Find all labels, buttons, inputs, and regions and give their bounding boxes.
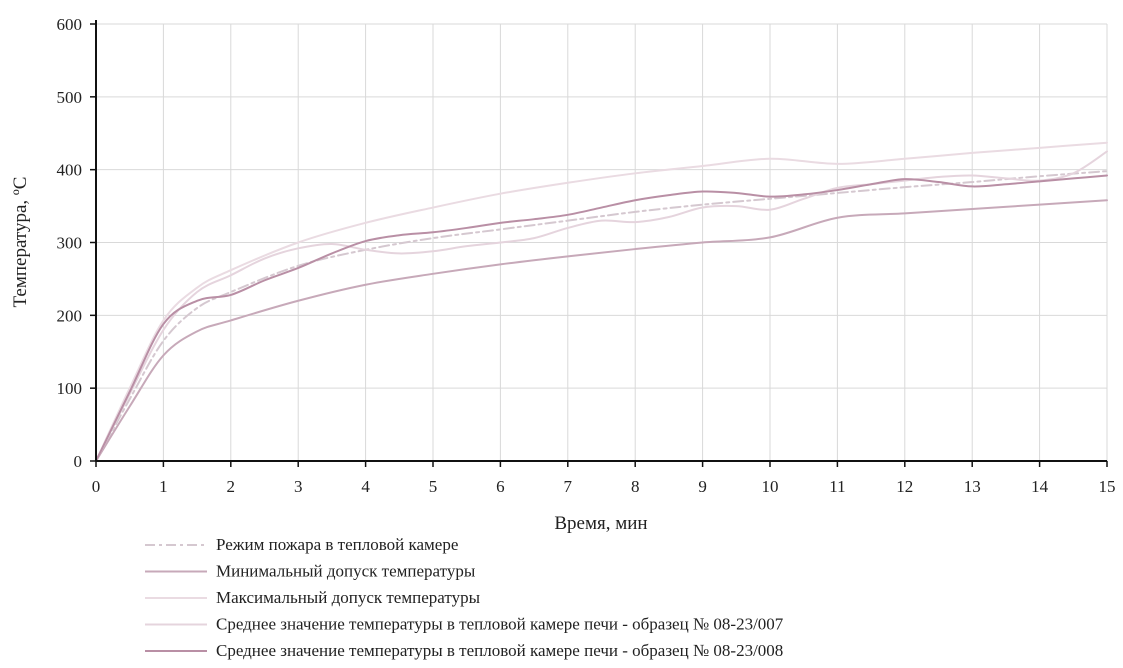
series-lines xyxy=(95,141,1108,462)
y-tick-labels: 0 100 200 300 400 500 600 xyxy=(57,15,96,471)
x-tick-label-11: 11 xyxy=(829,477,845,496)
x-tick-label-12: 12 xyxy=(896,477,913,496)
x-tick-label-5: 5 xyxy=(429,477,438,496)
x-tick-label-6: 6 xyxy=(496,477,505,496)
legend-label-3: Максимальный допуск температуры xyxy=(216,588,481,607)
legend: Режим пожара в тепловой камере Минимальны… xyxy=(145,535,784,660)
x-tick-label-13: 13 xyxy=(964,477,981,496)
x-tick-label-9: 9 xyxy=(698,477,707,496)
series-line-1 xyxy=(95,170,1108,462)
series-line-2 xyxy=(95,199,1108,462)
legend-label-4: Среднее значение температуры в тепловой … xyxy=(216,615,784,634)
x-tick-label-1: 1 xyxy=(159,477,168,496)
y-tick-label-1: 100 xyxy=(57,379,83,398)
y-tick-label-0: 0 xyxy=(74,452,83,471)
axes xyxy=(95,20,1107,462)
legend-label-1: Режим пожара в тепловой камере xyxy=(216,535,458,554)
x-tick-label-14: 14 xyxy=(1031,477,1049,496)
x-tick-label-7: 7 xyxy=(564,477,573,496)
y-axis-title: Температура, ºС xyxy=(10,177,31,308)
x-axis-title: Время, мин xyxy=(554,513,647,534)
y-tick-label-6: 600 xyxy=(57,15,83,34)
series-line-5 xyxy=(95,174,1108,462)
grid xyxy=(95,23,1108,462)
x-tick-label-2: 2 xyxy=(227,477,236,496)
x-tick-label-0: 0 xyxy=(92,477,101,496)
series-line-4 xyxy=(95,150,1108,462)
x-tick-label-10: 10 xyxy=(762,477,779,496)
series-line-3 xyxy=(95,141,1108,462)
legend-label-2: Минимальный допуск температуры xyxy=(216,562,476,581)
x-tick-label-8: 8 xyxy=(631,477,640,496)
y-tick-label-3: 300 xyxy=(57,234,83,253)
x-tick-label-3: 3 xyxy=(294,477,303,496)
x-tick-labels: 0 1 2 3 4 5 6 7 8 9 10 11 12 13 14 15 xyxy=(92,461,1116,496)
y-tick-label-5: 500 xyxy=(57,88,83,107)
legend-label-5: Среднее значение температуры в тепловой … xyxy=(216,641,783,660)
x-tick-label-4: 4 xyxy=(361,477,370,496)
x-tick-label-15: 15 xyxy=(1099,477,1116,496)
y-tick-label-4: 400 xyxy=(57,161,83,180)
y-tick-label-2: 200 xyxy=(57,306,83,325)
